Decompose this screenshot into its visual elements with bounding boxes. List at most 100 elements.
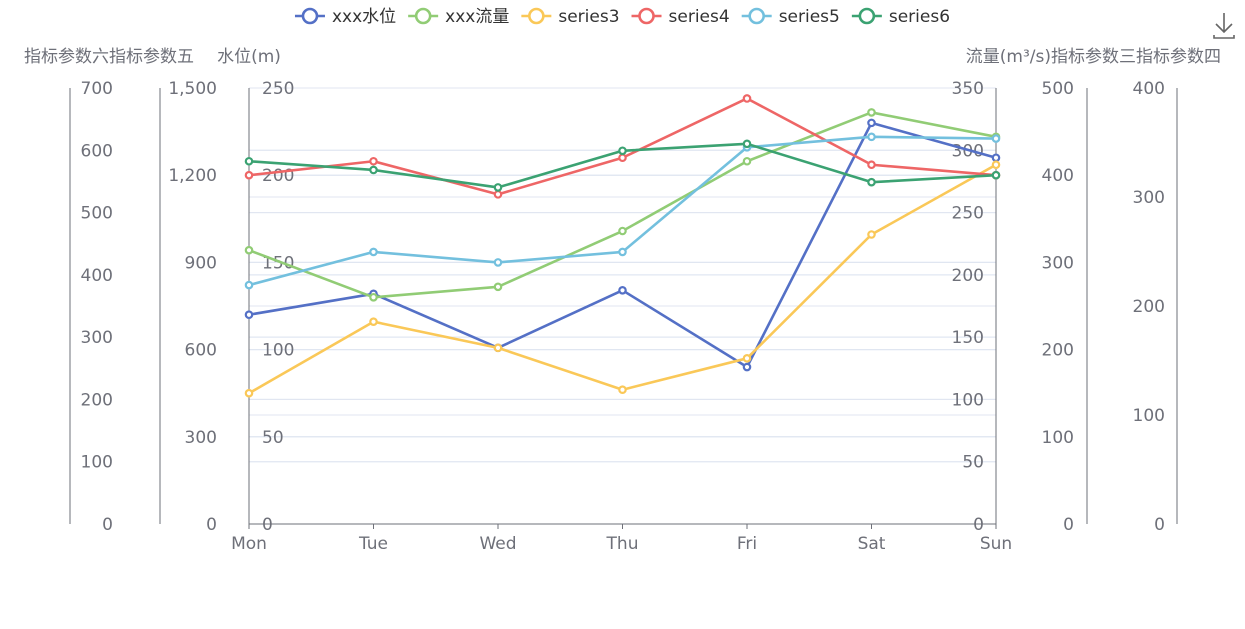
data-point-2-6[interactable] [991, 160, 1001, 170]
y-tick-label-y2-0: 0 [973, 515, 984, 535]
y-tick-label-y1-4: 200 [262, 166, 294, 186]
axis-name-y3: 指标参数三 [1051, 47, 1136, 67]
data-point-3-4[interactable] [742, 94, 752, 103]
data-point-3-5[interactable] [867, 160, 876, 170]
legend-item-3[interactable]: series4 [631, 7, 730, 27]
legend-item-0[interactable]: xxx水位 [294, 7, 396, 27]
data-point-0-5[interactable] [867, 118, 876, 128]
data-point-5-6[interactable] [991, 170, 1001, 180]
x-tick-label-5: Sat [858, 534, 886, 554]
data-point-5-5[interactable] [867, 177, 876, 187]
axes-layer: Mon Tue Wed Thu Fri Sat Sun0501001502002500300… [24, 47, 1221, 554]
series-line-2[interactable] [248, 163, 997, 395]
data-point-0-6[interactable] [991, 153, 1001, 163]
data-point-1-2[interactable] [493, 282, 503, 292]
data-point-2-2[interactable] [493, 343, 503, 353]
y-tick-label-y2-1: 50 [962, 453, 984, 473]
y-tick-label-y6-6: 600 [81, 141, 113, 161]
legend-label-5: series6 [889, 7, 950, 27]
data-point-1-1[interactable] [369, 292, 378, 302]
data-point-1-0[interactable] [244, 245, 254, 255]
y-tick-label-y3-3: 300 [1042, 253, 1074, 273]
y-tick-label-y5-5: 1,500 [168, 79, 217, 99]
y-tick-label-y1-1: 50 [262, 428, 284, 448]
y-tick-label-y2-7: 350 [952, 79, 984, 99]
data-point-3-0[interactable] [244, 170, 254, 180]
data-point-4-3[interactable] [618, 247, 627, 257]
data-point-2-5[interactable] [867, 230, 876, 239]
legend-label-4: series5 [779, 7, 840, 27]
legend-marker-2 [528, 7, 545, 25]
axis-name-y5: 指标参数五 [109, 47, 194, 67]
series-layer [244, 94, 1001, 398]
data-point-4-0[interactable] [244, 280, 254, 290]
data-point-4-2[interactable] [493, 258, 503, 267]
y-tick-label-y4-0: 0 [1154, 515, 1165, 535]
data-point-0-3[interactable] [618, 286, 627, 295]
data-point-1-3[interactable] [618, 226, 627, 236]
y-tick-label-y6-2: 200 [81, 390, 113, 410]
data-point-0-0[interactable] [244, 310, 254, 320]
axis-name-y2: 流量(m³/s) [966, 47, 1051, 67]
y-tick-label-y5-1: 300 [185, 428, 217, 448]
data-point-3-1[interactable] [369, 156, 378, 166]
y-tick-label-y1-5: 250 [262, 79, 294, 99]
y-tick-label-y6-5: 500 [81, 204, 113, 224]
data-point-0-4[interactable] [742, 362, 752, 372]
y-tick-label-y1-0: 0 [262, 515, 273, 535]
axis-name-y1: 水位(m) [217, 47, 281, 67]
data-point-2-1[interactable] [369, 317, 378, 326]
y-tick-label-y4-1: 100 [1133, 406, 1165, 426]
y-tick-label-y4-2: 200 [1133, 297, 1165, 317]
x-tick-label-0: Mon [231, 534, 267, 554]
axis-name-y6: 指标参数六 [24, 47, 109, 67]
x-tick-label-3: Thu [606, 534, 639, 554]
data-point-1-5[interactable] [867, 108, 876, 117]
data-point-2-4[interactable] [742, 354, 752, 363]
series-line-1[interactable] [248, 111, 997, 299]
download-icon[interactable] [1213, 13, 1235, 39]
legend-label-3: series4 [669, 7, 730, 27]
y-tick-label-y2-3: 150 [952, 328, 984, 348]
legend-item-4[interactable]: series5 [741, 7, 840, 27]
grid-layer [249, 87, 996, 463]
data-point-4-5[interactable] [867, 132, 876, 142]
legend-item-2[interactable]: series3 [521, 7, 620, 27]
legend-item-1[interactable]: xxx流量 [408, 7, 509, 27]
y-tick-label-y5-4: 1,200 [168, 166, 217, 186]
legend-item-5[interactable]: series6 [851, 7, 950, 27]
data-point-5-3[interactable] [618, 146, 627, 156]
legend[interactable]: xxx水位 xxx流量 series3 series4 series5 series6 [294, 7, 950, 27]
y-tick-label-y3-2: 200 [1042, 341, 1074, 361]
data-point-3-2[interactable] [493, 190, 503, 199]
y-tick-label-y6-1: 100 [81, 453, 113, 473]
legend-marker-4 [748, 7, 765, 25]
legend-marker-3 [638, 7, 655, 25]
y-tick-label-y3-5: 500 [1042, 79, 1074, 99]
y-tick-label-y2-4: 200 [952, 266, 984, 286]
y-tick-label-y6-0: 0 [102, 515, 113, 535]
x-tick-label-4: Fri [737, 534, 757, 554]
data-point-4-6[interactable] [991, 134, 1001, 143]
data-point-2-3[interactable] [618, 385, 627, 395]
x-tick-label-6: Sun [980, 534, 1012, 554]
y-tick-label-y5-2: 600 [185, 341, 217, 361]
right-axis-names: 流量(m³/s)指标参数三指标参数四 [966, 47, 1221, 67]
data-point-5-4[interactable] [742, 139, 752, 149]
series-line-3[interactable] [248, 97, 997, 196]
legend-label-2: series3 [558, 7, 619, 27]
data-point-4-1[interactable] [369, 247, 378, 257]
y-tick-label-y6-7: 700 [81, 79, 113, 99]
data-point-3-3[interactable] [618, 153, 627, 163]
legend-label-1: xxx流量 [445, 7, 509, 27]
legend-marker-5 [858, 7, 876, 25]
legend-marker-0 [301, 7, 319, 25]
x-tick-label-1: Tue [358, 534, 388, 554]
left-axis-names: 指标参数六指标参数五 [24, 47, 194, 67]
data-point-2-0[interactable] [244, 388, 254, 398]
data-point-5-1[interactable] [369, 165, 378, 175]
data-point-5-2[interactable] [493, 183, 503, 192]
data-point-5-0[interactable] [244, 156, 254, 166]
data-point-1-4[interactable] [742, 156, 752, 166]
